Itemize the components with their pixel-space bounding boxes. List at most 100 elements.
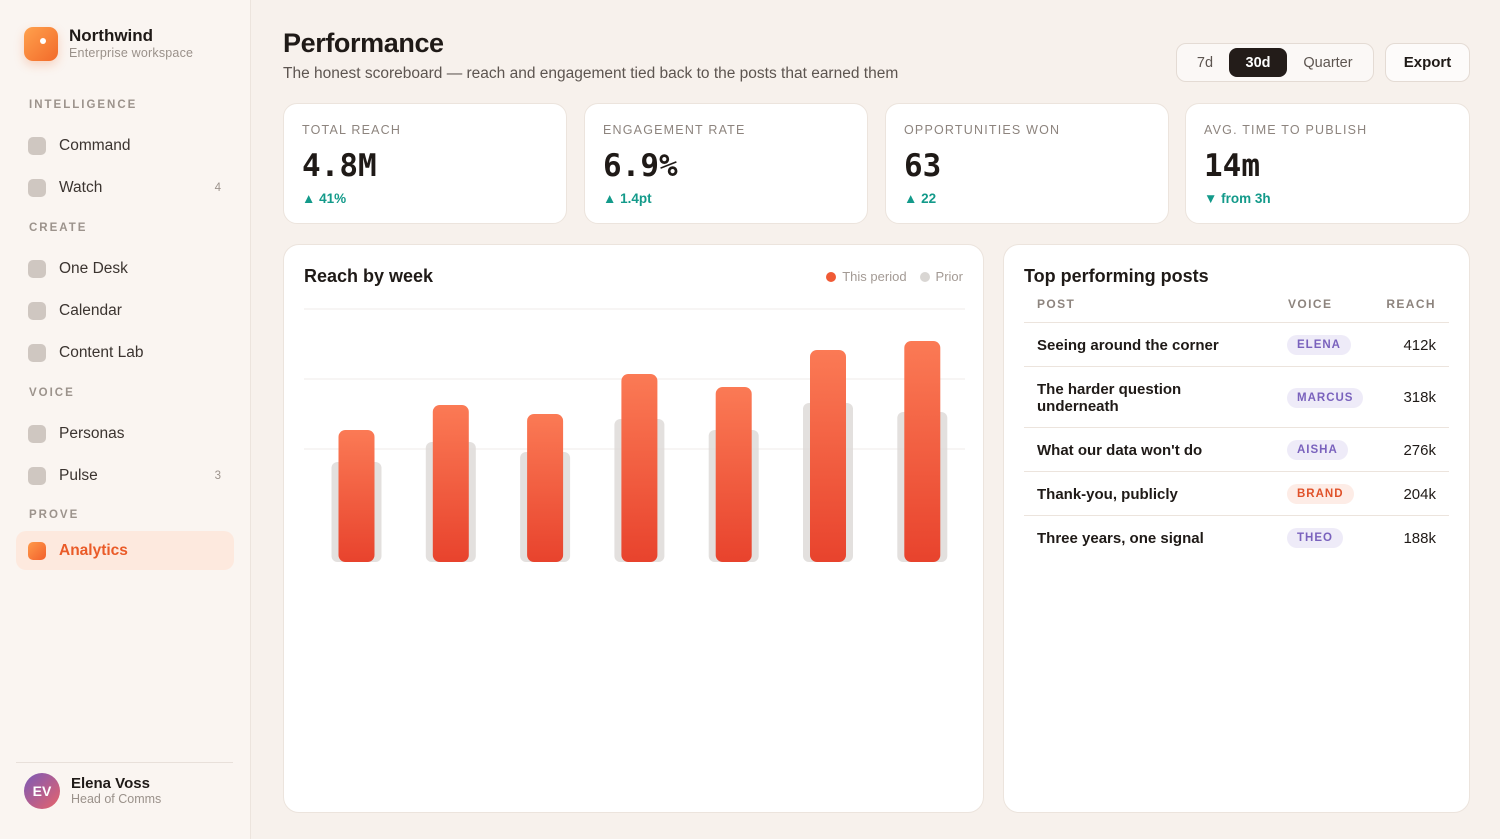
kpi-label: OPPORTUNITIES WON xyxy=(904,123,1061,137)
legend-item-this-period[interactable]: This period xyxy=(826,269,907,284)
sidebar-item-one-desk[interactable]: One Desk xyxy=(16,249,234,289)
command-icon xyxy=(28,137,46,155)
kpi-delta: ▼ from 3h xyxy=(1204,191,1271,206)
personas-icon xyxy=(28,425,46,443)
kpi-card-opportunities-won: OPPORTUNITIES WON 63 ▲ 22 xyxy=(885,103,1169,224)
watch-icon xyxy=(28,179,46,197)
brand-subtitle: Enterprise workspace xyxy=(69,46,194,60)
sidebar-item-label: One Desk xyxy=(59,260,128,277)
nav-section-voice: VOICE Personas Pulse 3 xyxy=(0,385,251,498)
kpi-label: ENGAGEMENT RATE xyxy=(603,123,746,137)
reach-value: 204k xyxy=(1403,485,1436,503)
reach-bar-chart xyxy=(304,308,965,562)
top-posts-panel: Top performing posts POST VOICE REACH Se… xyxy=(1003,244,1470,813)
page-subtitle: The honest scoreboard — reach and engage… xyxy=(283,65,899,82)
kpi-card-engagement-rate: ENGAGEMENT RATE 6.9% ▲ 1.4pt xyxy=(584,103,868,224)
kpi-value: 6.9% xyxy=(603,148,678,184)
kpi-value: 63 xyxy=(904,148,942,184)
sidebar-item-label: Analytics xyxy=(59,541,128,559)
chart-title: Reach by week xyxy=(304,266,434,286)
kpi-label: AVG. TIME TO PUBLISH xyxy=(1204,123,1368,137)
brand-name: Northwind xyxy=(69,26,154,45)
reach-value: 188k xyxy=(1403,529,1436,547)
period-30d-button[interactable]: 30d xyxy=(1229,48,1287,77)
voice-badge: THEO xyxy=(1287,528,1343,548)
column-header-reach: REACH xyxy=(1386,297,1436,311)
legend-label: This period xyxy=(842,269,907,284)
sidebar-item-watch[interactable]: Watch 4 xyxy=(16,168,234,208)
table-row[interactable]: What our data won't do AISHA 276k xyxy=(1024,428,1449,472)
post-title: Thank-you, publicly xyxy=(1037,485,1178,503)
sidebar-item-personas[interactable]: Personas xyxy=(16,414,234,454)
sidebar-item-label: Command xyxy=(59,137,131,154)
this-period-bar[interactable] xyxy=(621,374,658,562)
post-title: The harder question underneath xyxy=(1037,380,1182,415)
posts-table-header: POST VOICE REACH xyxy=(1024,296,1449,323)
sidebar-item-content-lab[interactable]: Content Lab xyxy=(16,333,234,373)
sidebar: Northwind Enterprise workspace INTELLIGE… xyxy=(0,0,251,839)
post-title: What our data won't do xyxy=(1037,441,1203,459)
this-period-bar[interactable] xyxy=(432,405,469,562)
legend-dot-icon xyxy=(919,271,930,282)
nav-section-intelligence: INTELLIGENCE Command Watch 4 xyxy=(0,97,251,210)
this-period-bar[interactable] xyxy=(715,387,752,562)
nav-heading: VOICE xyxy=(29,387,75,399)
kpi-card-avg-time-to-publish: AVG. TIME TO PUBLISH 14m ▼ from 3h xyxy=(1185,103,1470,224)
table-row[interactable]: Seeing around the corner ELENA 412k xyxy=(1024,323,1449,367)
this-period-bar[interactable] xyxy=(904,341,941,562)
user-role: Head of Comms xyxy=(71,792,162,806)
legend-item-prior[interactable]: Prior xyxy=(919,269,963,284)
nav-heading: PROVE xyxy=(29,509,80,521)
table-row[interactable]: The harder question underneath MARCUS 318k xyxy=(1024,367,1449,428)
kpi-card-total-reach: TOTAL REACH 4.8M ▲ 41% xyxy=(283,103,567,224)
one-desk-icon xyxy=(28,260,46,278)
sidebar-item-command[interactable]: Command xyxy=(16,126,234,166)
nav-count-badge: 3 xyxy=(214,470,221,482)
kpi-delta: ▲ 22 xyxy=(904,191,937,206)
brand-logo-icon xyxy=(24,26,58,61)
nav-section-prove: PROVE Analytics xyxy=(0,507,251,572)
voice-badge: AISHA xyxy=(1287,440,1348,460)
sidebar-item-label: Watch xyxy=(59,179,103,196)
nav-count-badge: 4 xyxy=(214,182,221,194)
reach-value: 318k xyxy=(1403,389,1436,406)
posts-title: Top performing posts xyxy=(1024,266,1209,286)
sidebar-item-analytics[interactable]: Analytics xyxy=(16,531,234,570)
sidebar-item-label: Personas xyxy=(59,425,125,442)
kpi-label: TOTAL REACH xyxy=(302,123,402,137)
post-title: Seeing around the corner xyxy=(1037,336,1219,354)
period-7d-button[interactable]: 7d xyxy=(1196,54,1214,71)
period-quarter-button[interactable]: Quarter xyxy=(1303,54,1353,71)
nav-heading: CREATE xyxy=(29,222,88,234)
table-row[interactable]: Three years, one signal THEO 188k xyxy=(1024,516,1449,560)
kpi-delta: ▲ 41% xyxy=(302,191,347,206)
page-title: Performance xyxy=(283,28,444,58)
reach-value: 276k xyxy=(1403,441,1436,459)
sidebar-item-label: Calendar xyxy=(59,302,122,319)
nav-heading: INTELLIGENCE xyxy=(29,99,138,111)
sidebar-item-calendar[interactable]: Calendar xyxy=(16,291,234,331)
table-row[interactable]: Thank-you, publicly BRAND 204k xyxy=(1024,472,1449,516)
user-name: Elena Voss xyxy=(71,775,150,792)
brand[interactable]: Northwind Enterprise workspace xyxy=(24,26,193,61)
sidebar-item-pulse[interactable]: Pulse 3 xyxy=(16,456,234,496)
calendar-icon xyxy=(28,302,46,320)
export-button[interactable]: Export xyxy=(1385,43,1470,82)
this-period-bar[interactable] xyxy=(527,414,564,562)
voice-badge: MARCUS xyxy=(1287,387,1364,408)
avatar: EV xyxy=(24,773,60,809)
column-header-voice: VOICE xyxy=(1288,297,1333,311)
this-period-bar[interactable] xyxy=(810,350,846,562)
this-period-bar[interactable] xyxy=(338,430,375,562)
chart-legend: This period Prior xyxy=(813,269,963,284)
voice-badge: ELENA xyxy=(1287,335,1351,355)
pulse-icon xyxy=(28,467,46,485)
period-selector: 7d 30d Quarter xyxy=(1176,43,1374,82)
legend-label: Prior xyxy=(935,269,963,284)
legend-dot-icon xyxy=(826,271,837,282)
analytics-icon xyxy=(28,541,46,560)
content-lab-icon xyxy=(28,344,46,362)
post-title: Three years, one signal xyxy=(1037,529,1204,547)
user-profile[interactable]: EV Elena Voss Head of Comms xyxy=(16,762,233,809)
reach-chart-panel: Reach by week This period Prior xyxy=(283,244,984,813)
